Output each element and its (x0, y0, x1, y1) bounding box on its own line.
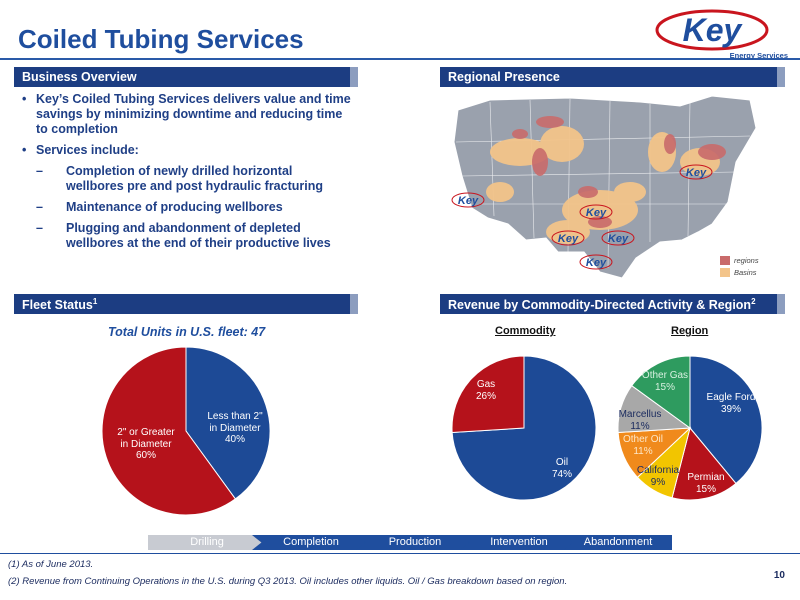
commodity-caption: Commodity (495, 325, 556, 337)
us-map: Key Key Key Key Key Key (451, 95, 757, 279)
step-drilling: Drilling (148, 535, 266, 550)
regional-presence-header: Regional Presence (440, 67, 785, 87)
region-label-permian: Permian 15% (680, 472, 732, 495)
commodity-label-gas: Gas 26% (464, 379, 508, 402)
step-abandonment: Abandonment (564, 535, 672, 550)
region-slice-eagle-ford (689, 355, 762, 485)
svg-text:Key: Key (586, 207, 607, 219)
bullet-services: Services include: (22, 143, 352, 158)
legend-label-regions: regions (734, 256, 759, 265)
svg-text:Key: Key (458, 195, 479, 207)
svg-text:Key: Key (683, 12, 744, 48)
region-label-other-oil: Other Oil 11% (618, 434, 668, 457)
region-label-marcellus-pct: 11% (630, 420, 650, 432)
revenue-footnote-ref: 2 (751, 297, 756, 306)
fleet-slice-2-or-greater (101, 346, 237, 516)
region-label-marcellus-name: Marcellus (618, 409, 662, 420)
bullet-value: Key’s Coiled Tubing Services delivers va… (22, 92, 352, 137)
process-arrow-bar: Drilling Completion Production Intervent… (148, 535, 672, 550)
marker-permian: Key (579, 204, 613, 220)
fleet-label-less-than-2: Less than 2" in Diameter 40% (200, 411, 270, 446)
svg-text:Key: Key (686, 167, 707, 179)
fleet-status-header-label: Fleet Status (22, 298, 93, 313)
key-energy-logo: Key Energy Services (655, 9, 788, 60)
fleet-label-less-than-2-line1: Less than 2" (207, 411, 263, 422)
marker-east-texas: Key (601, 230, 635, 246)
revenue-header-label: Revenue by Commodity-Directed Activity &… (448, 298, 752, 313)
fleet-total-caption: Total Units in U.S. fleet: 47 (108, 325, 266, 339)
region-label-other-oil-pct: 11% (633, 445, 653, 457)
region-label-other-gas: Other Gas 15% (638, 370, 692, 393)
page-number: 10 (773, 570, 785, 581)
marker-south-texas: Key (579, 254, 613, 270)
region-label-eagle-ford-name: Eagle Ford (706, 392, 756, 403)
business-overview-header: Business Overview (14, 67, 358, 87)
region-label-permian-name: Permian (687, 472, 725, 483)
commodity-slice-gas (451, 355, 525, 434)
commodity-label-gas-name: Gas (476, 379, 496, 390)
fleet-status-footnote-ref: 1 (92, 297, 98, 306)
footnote-1: (1) As of June 2013. (8, 559, 94, 570)
region-slice-other-gas (631, 355, 691, 429)
revenue-header: Revenue by Commodity-Directed Activity &… (440, 294, 785, 314)
fleet-slice-less-than-2 (185, 346, 271, 500)
step-completion: Completion (252, 535, 370, 550)
region-label-california-pct: 9% (650, 476, 666, 488)
title-divider (0, 58, 800, 60)
business-overview-header-label: Business Overview (22, 70, 137, 84)
marker-california: Key (451, 192, 485, 208)
sub-bullet-plugging: Plugging and abandonment of depleted wel… (22, 221, 352, 251)
commodity-label-oil: Oil 74% (540, 457, 584, 480)
step-production: Production (356, 535, 474, 550)
region-label-california-name: California (636, 465, 680, 476)
region-label-permian-pct: 15% (695, 483, 716, 495)
svg-text:Energy Services: Energy Services (730, 51, 788, 60)
regional-presence-header-label: Regional Presence (448, 70, 560, 84)
region-label-eagle-ford-pct: 39% (720, 403, 741, 415)
commodity-label-oil-name: Oil (555, 457, 569, 468)
region-label-other-gas-name: Other Gas (641, 370, 689, 381)
sub-bullet-maintenance: Maintenance of producing wellbores (22, 200, 352, 215)
region-label-california: California 9% (632, 465, 684, 488)
fleet-label-2-or-greater-line1: 2" or Greater (117, 427, 175, 438)
legend-swatch-regions (720, 256, 730, 265)
footnote-2: (2) Revenue from Continuing Operations i… (8, 576, 568, 587)
region-pie-chart (617, 355, 762, 501)
sub-bullet-completion: Completion of newly drilled horizontal w… (22, 164, 352, 194)
fleet-label-less-than-2-line2: in Diameter (209, 422, 261, 434)
region-label-marcellus: Marcellus 11% (615, 409, 665, 432)
footer-divider (0, 553, 800, 554)
marker-west-texas: Key (551, 230, 585, 246)
commodity-pie-chart (451, 355, 597, 501)
fleet-pie-chart (101, 346, 271, 516)
page-title: Coiled Tubing Services (18, 24, 304, 54)
svg-text:Key: Key (586, 257, 607, 269)
region-label-other-oil-name: Other Oil (622, 434, 663, 445)
fleet-label-less-than-2-pct: 40% (224, 434, 245, 445)
step-intervention: Intervention (460, 535, 578, 550)
fleet-label-2-or-greater-line2: in Diameter (120, 438, 172, 450)
region-label-eagle-ford: Eagle Ford 39% (700, 392, 762, 415)
legend-swatch-basins (720, 268, 730, 277)
region-label-other-gas-pct: 15% (654, 381, 675, 393)
business-overview-bullets: Key’s Coiled Tubing Services delivers va… (22, 92, 352, 257)
svg-text:Key: Key (608, 233, 629, 245)
region-caption: Region (671, 325, 709, 337)
region-slice-permian (671, 426, 737, 501)
fleet-label-2-or-greater: 2" or Greater in Diameter 60% (108, 427, 184, 462)
commodity-label-gas-pct: 26% (475, 390, 496, 402)
fleet-label-2-or-greater-pct: 60% (135, 450, 156, 461)
marker-marcellus: Key (679, 164, 713, 180)
key-location-markers: Key Key Key Key Key Key (451, 164, 713, 270)
commodity-label-oil-pct: 74% (551, 468, 572, 480)
fleet-status-header: Fleet Status1 (14, 294, 358, 314)
legend-label-basins: Basins (734, 268, 757, 277)
svg-text:Key: Key (558, 233, 579, 245)
